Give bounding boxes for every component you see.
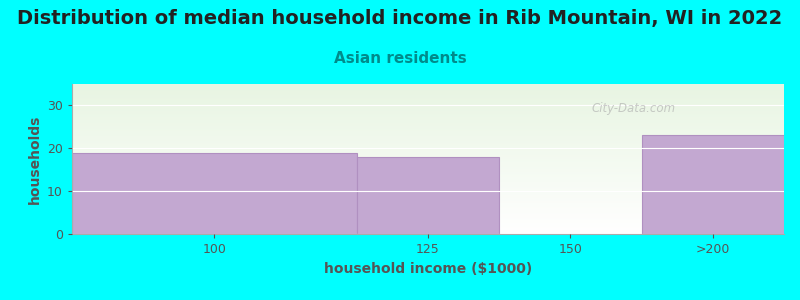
Text: Asian residents: Asian residents: [334, 51, 466, 66]
Bar: [72, 153, 357, 234]
X-axis label: household income ($1000): household income ($1000): [324, 262, 532, 276]
Bar: [642, 135, 784, 234]
Text: Distribution of median household income in Rib Mountain, WI in 2022: Distribution of median household income …: [18, 9, 782, 28]
Text: City-Data.com: City-Data.com: [592, 102, 676, 115]
Y-axis label: households: households: [27, 114, 42, 204]
Bar: [357, 157, 499, 234]
